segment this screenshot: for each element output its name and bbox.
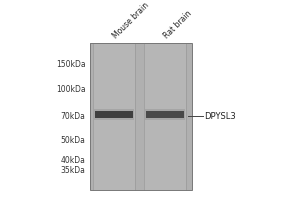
- Text: 40kDa: 40kDa: [61, 156, 85, 165]
- Bar: [93, 43, 135, 190]
- Text: Mouse brain: Mouse brain: [111, 1, 150, 41]
- Bar: [94, 109, 134, 120]
- Text: 35kDa: 35kDa: [61, 166, 85, 175]
- Text: 100kDa: 100kDa: [56, 85, 85, 94]
- Bar: [90, 43, 192, 190]
- Text: 70kDa: 70kDa: [61, 112, 85, 121]
- Text: 50kDa: 50kDa: [61, 136, 85, 145]
- Bar: [95, 111, 133, 118]
- Text: Rat brain: Rat brain: [162, 9, 193, 41]
- Bar: [146, 111, 184, 118]
- Text: DPYSL3: DPYSL3: [204, 112, 236, 121]
- Text: 150kDa: 150kDa: [56, 60, 85, 69]
- Bar: [90, 43, 192, 190]
- Bar: [145, 109, 185, 120]
- Bar: [144, 43, 186, 190]
